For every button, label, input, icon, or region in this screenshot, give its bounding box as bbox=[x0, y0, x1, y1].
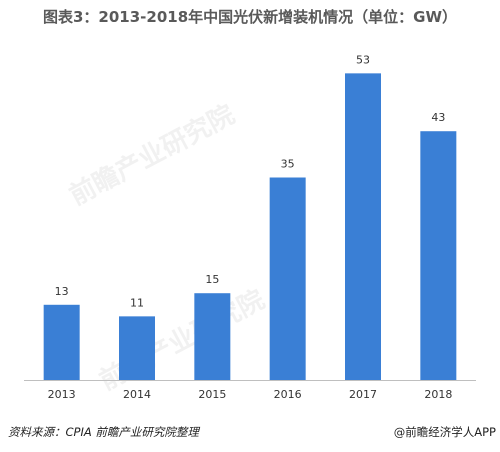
bar-2014 bbox=[119, 316, 155, 380]
bar-2016 bbox=[269, 177, 306, 380]
value-label-2017: 53 bbox=[356, 53, 370, 66]
x-tick-label-2016: 2016 bbox=[274, 388, 302, 401]
value-label-2013: 13 bbox=[55, 285, 69, 298]
value-label-2016: 35 bbox=[281, 158, 295, 171]
source-note: 资料来源：CPIA 前瞻产业研究院整理 bbox=[8, 425, 199, 439]
x-tick-label-2013: 2013 bbox=[48, 388, 76, 401]
x-tick-label-2017: 2017 bbox=[349, 388, 377, 401]
x-tick-label-2018: 2018 bbox=[424, 388, 452, 401]
value-label-2018: 43 bbox=[431, 111, 445, 124]
value-label-2015: 15 bbox=[205, 273, 219, 286]
bar-2013 bbox=[43, 304, 80, 380]
bar-2018 bbox=[420, 131, 457, 380]
brand-credit: @前瞻经济学人APP bbox=[393, 425, 496, 439]
chart-title: 图表3：2013-2018年中国光伏新增装机情况（单位：GW） bbox=[42, 8, 458, 26]
bar-2015 bbox=[194, 293, 231, 380]
x-tick-label-2015: 2015 bbox=[198, 388, 226, 401]
value-label-2014: 11 bbox=[130, 296, 144, 309]
x-tick-label-2014: 2014 bbox=[123, 388, 151, 401]
bar-2017 bbox=[345, 73, 381, 380]
